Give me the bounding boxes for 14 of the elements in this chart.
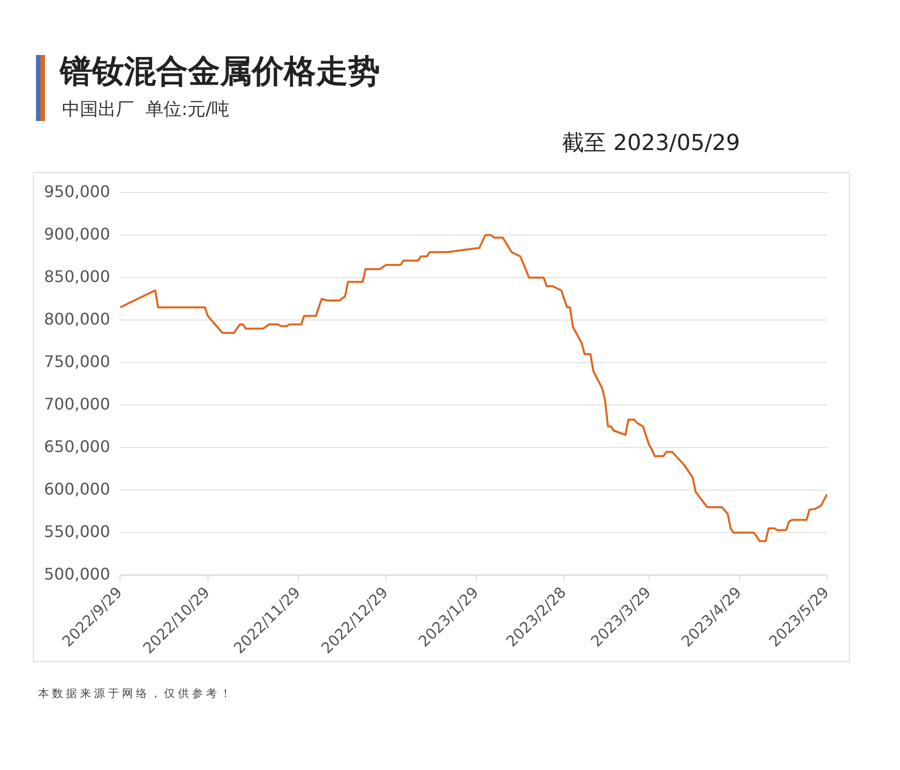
y-tick-label: 700,000 [44, 394, 110, 414]
y-tick-label: 500,000 [44, 564, 110, 584]
y-tick-label: 550,000 [44, 522, 110, 541]
y-tick-label: 850,000 [44, 266, 110, 286]
text: 本数据来源于网络，仅供参考！ [38, 686, 234, 701]
text: 截至 2023/05/29 [562, 130, 740, 158]
chart-subtitle: 中国出厂 单位:元/吨 [62, 98, 230, 121]
y-tick-label: 950,000 [44, 182, 110, 201]
y-tick-label: 800,000 [44, 309, 110, 328]
y-tick-label: 650,000 [44, 436, 110, 456]
chart-title: 镨钕混合金属价格走势 [60, 51, 380, 92]
y-tick-label: 600,000 [44, 479, 110, 498]
y-tick-label: 750,000 [44, 352, 110, 371]
y-tick-label: 900,000 [44, 224, 110, 244]
